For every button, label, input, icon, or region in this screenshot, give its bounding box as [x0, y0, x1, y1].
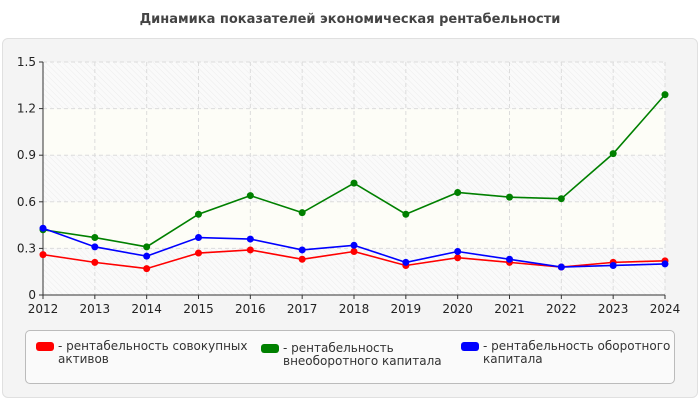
data-point-2: [609, 261, 617, 269]
x-tick-label: 2019: [391, 302, 422, 316]
data-point-0: [195, 249, 202, 257]
data-point-1: [143, 243, 151, 251]
data-point-0: [298, 255, 306, 263]
data-point-1: [609, 150, 617, 158]
data-point-0: [91, 258, 99, 266]
data-point-2: [557, 263, 565, 271]
data-point-2: [143, 252, 151, 260]
y-tick-label: 1.5: [17, 55, 36, 69]
data-point-2: [661, 260, 669, 268]
data-point-2: [454, 248, 462, 256]
x-tick-label: 2016: [235, 302, 266, 316]
data-point-1: [402, 210, 410, 218]
y-tick-label: 0.6: [17, 195, 36, 209]
legend-swatch: [261, 344, 279, 353]
data-point-2: [506, 255, 513, 263]
data-point-2: [195, 234, 202, 242]
data-point-1: [661, 91, 669, 99]
legend-swatch: [36, 342, 54, 351]
x-tick-label: 2017: [287, 302, 318, 316]
data-point-2: [350, 241, 358, 249]
x-tick-label: 2020: [442, 302, 473, 316]
data-point-1: [298, 209, 306, 217]
x-tick-label: 2014: [131, 302, 162, 316]
data-point-2: [39, 224, 47, 232]
data-point-1: [557, 195, 565, 203]
data-point-0: [246, 246, 254, 254]
data-point-1: [454, 188, 462, 196]
y-tick-label: 0: [28, 288, 36, 302]
y-tick-label: 1.2: [17, 102, 36, 116]
legend-label: - рентабельность оборотного капитала: [483, 339, 671, 366]
data-point-2: [91, 243, 99, 251]
data-point-2: [402, 258, 410, 266]
data-point-2: [298, 246, 306, 254]
data-point-0: [454, 254, 462, 262]
y-tick-label: 0.3: [17, 241, 36, 255]
x-tick-label: 2012: [28, 302, 59, 316]
x-tick-label: 2013: [80, 302, 111, 316]
x-tick-label: 2015: [183, 302, 214, 316]
x-tick-label: 2018: [339, 302, 370, 316]
x-tick-label: 2024: [650, 302, 681, 316]
x-tick-label: 2023: [598, 302, 629, 316]
data-point-1: [195, 210, 202, 218]
data-point-2: [246, 235, 254, 243]
data-point-1: [350, 179, 358, 187]
data-point-1: [246, 192, 254, 200]
legend: - рентабельность совокупных активов - ре…: [25, 330, 675, 384]
data-point-0: [143, 265, 151, 273]
legend-label: - рентабельность совокупных активов: [58, 339, 248, 366]
data-point-1: [506, 193, 513, 201]
data-point-0: [39, 251, 47, 259]
data-point-1: [91, 234, 99, 242]
legend-swatch: [461, 342, 479, 351]
legend-label: - рентабельность внеоборотного капитала: [283, 341, 442, 368]
x-tick-label: 2021: [494, 302, 525, 316]
x-tick-label: 2022: [546, 302, 577, 316]
y-tick-label: 0.9: [17, 148, 36, 162]
chart-title: Динамика показателей экономическая рента…: [139, 12, 561, 27]
data-point-0: [350, 248, 358, 256]
